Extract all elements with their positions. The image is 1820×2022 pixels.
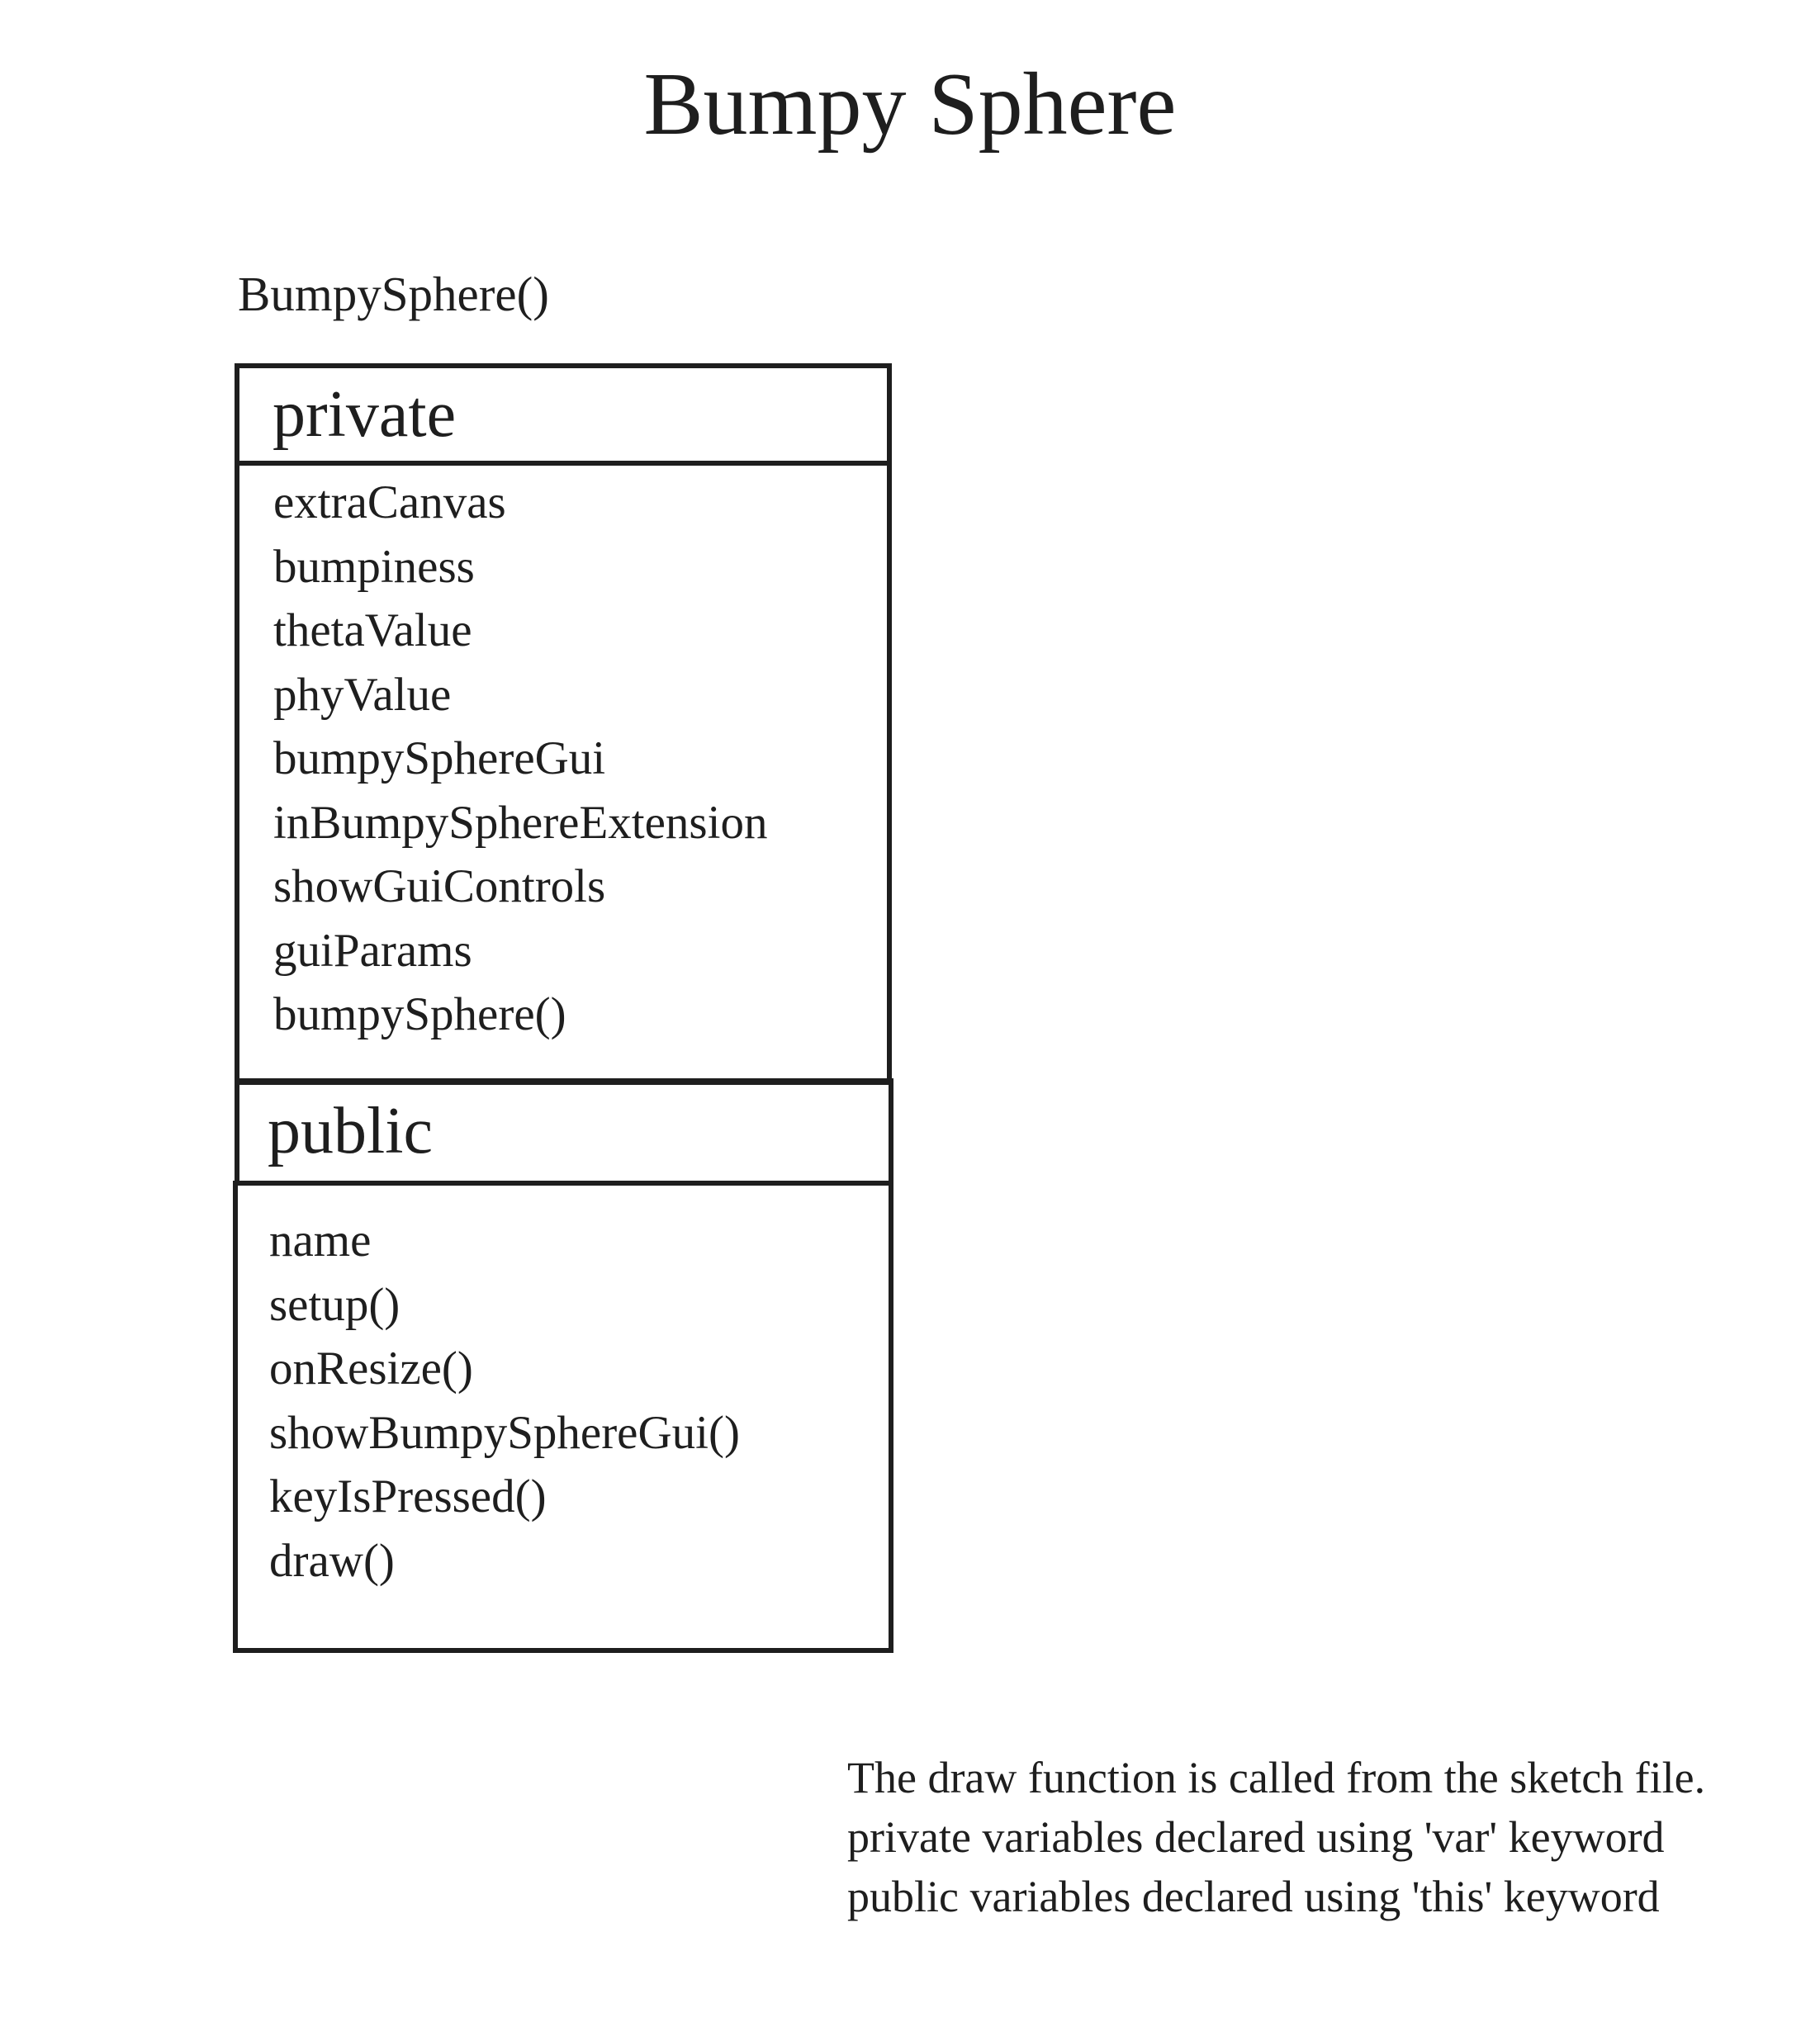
private-member: showGuiControls [273, 860, 606, 912]
private-member: thetaValue [273, 604, 472, 656]
private-section-label: private [273, 378, 457, 451]
public-member: keyIsPressed() [269, 1470, 547, 1522]
public-section-label: public [268, 1095, 433, 1167]
private-member: inBumpySphereExtension [273, 796, 768, 849]
public-member: showBumpySphereGui() [269, 1406, 740, 1459]
private-member: bumpySphere() [273, 988, 566, 1040]
public-member-list: name setup() onResize() showBumpySphereG… [269, 1209, 740, 1593]
private-member: bumpySphereGui [273, 732, 606, 784]
constructor-label: BumpySphere() [238, 267, 549, 321]
diagram-title: Bumpy Sphere [643, 55, 1177, 154]
note-line: private variables declared using 'var' k… [847, 1812, 1665, 1862]
public-member: draw() [269, 1534, 395, 1587]
note-line: public variables declared using 'this' k… [847, 1872, 1660, 1921]
public-members-box [233, 1181, 893, 1653]
public-member: onResize() [269, 1342, 473, 1395]
private-member-list: extraCanvas bumpiness thetaValue phyValu… [273, 471, 767, 1047]
private-member: bumpiness [273, 540, 475, 593]
private-member: phyValue [273, 668, 452, 721]
public-member: name [269, 1215, 372, 1267]
private-member: extraCanvas [273, 476, 506, 528]
note-line: The draw function is called from the ske… [847, 1753, 1706, 1802]
public-member: setup() [269, 1278, 400, 1331]
notes-block: The draw function is called from the ske… [847, 1748, 1705, 1926]
private-member: guiParams [273, 924, 472, 977]
